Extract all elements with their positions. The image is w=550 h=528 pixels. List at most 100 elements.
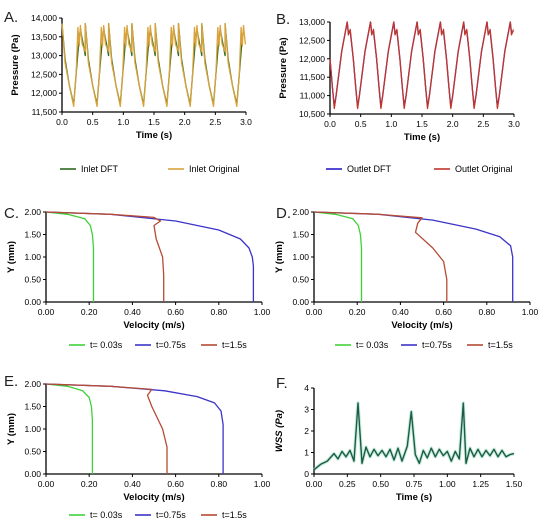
x-tick-label: 0.20 (81, 479, 98, 489)
y-tick-label: 0.50 (292, 275, 309, 285)
y-tick-label: 1.50 (24, 230, 41, 240)
x-tick-label: 0.40 (392, 307, 409, 317)
legend-label: t= 0.03s (90, 340, 123, 350)
y-tick-label: 3 (304, 405, 309, 415)
legend-label: t=0.75s (422, 340, 452, 350)
x-tick-label: 1.00 (254, 479, 271, 489)
y-tick-label: 0.00 (292, 297, 309, 307)
x-tick-label: 3.0 (240, 117, 252, 127)
y-tick-label: 0 (304, 469, 309, 479)
x-tick-label: 1.0 (117, 117, 129, 127)
x-tick-label: 0.60 (435, 307, 452, 317)
x-tick-label: 1.00 (254, 307, 271, 317)
x-tick-label: 0.75 (406, 479, 423, 489)
y-tick-label: 1.00 (24, 424, 41, 434)
panel-e: E. 0.00 0.20 0.40 0.60 0.80 1.00 0.00 0.50 1.00 1.… (4, 373, 271, 520)
x-tick-label: 0.60 (167, 307, 184, 317)
x-tick-label: 0.80 (211, 479, 228, 489)
legend-label: t= 0.03s (356, 340, 389, 350)
legend: t= 0.03s t=0.75s t=1.5s (69, 510, 247, 520)
x-tick-label: 1.00 (522, 307, 539, 317)
x-tick-label: 0.5 (87, 117, 99, 127)
x-tick-label: 2.0 (179, 117, 191, 127)
series-line-outlet-original (329, 21, 515, 110)
legend-label: t=1.5s (222, 340, 247, 350)
x-tick-label: 0.00 (306, 479, 323, 489)
y-tick-label: 13,000 (299, 17, 325, 27)
legend-label: t=0.75s (156, 510, 186, 520)
series-line-t-1-5s (45, 211, 165, 302)
x-tick-label: 1.50 (506, 479, 523, 489)
y-tick-label: 0.50 (24, 447, 41, 457)
y-axis-title: Y (mm) (6, 241, 17, 273)
x-tick-label: 0.80 (479, 307, 496, 317)
x-tick-label: 3.0 (508, 119, 520, 129)
series-line-t-0-03s (45, 211, 95, 302)
x-tick-label: 0.5 (355, 119, 367, 129)
panel-d: D. 0.00 0.20 0.40 0.60 0.80 1.00 0.00 0.50 1.00 1.… (274, 205, 539, 350)
x-tick-label: 1.5 (148, 117, 160, 127)
x-tick-label: 0.00 (306, 307, 323, 317)
y-axis-title: Y (mm) (274, 241, 285, 273)
legend-label: Outlet Original (455, 164, 513, 174)
panel-letter: F. (276, 375, 288, 392)
x-tick-label: 0.0 (324, 119, 336, 129)
panel-f: F. 0.00 0.25 0.50 0.75 1.00 1.25 1.50 0 1 2 3 4 Time … (274, 375, 523, 503)
x-tick-label: 2.5 (209, 117, 221, 127)
series-line-t-0-03s (313, 211, 363, 302)
y-tick-label: 0.00 (24, 469, 41, 479)
y-tick-label: 12,000 (299, 54, 325, 64)
y-tick-label: 2.00 (292, 207, 309, 217)
y-tick-label: 0.00 (24, 297, 41, 307)
y-tick-label: 11,500 (32, 107, 58, 117)
x-tick-label: 0.00 (38, 479, 55, 489)
x-axis-title: Time (s) (396, 492, 432, 503)
y-tick-label: 1 (304, 448, 309, 458)
y-tick-label: 0.50 (24, 275, 41, 285)
panel-letter: E. (4, 373, 18, 390)
panel-b: B. 0.0 0.5 1.0 1.5 2.0 2.5 3.0 10,500 11,000 11,50… (276, 11, 520, 174)
y-tick-label: 1.50 (292, 230, 309, 240)
y-tick-label: 1.50 (24, 402, 41, 412)
y-tick-label: 12,500 (299, 35, 325, 45)
y-tick-label: 2.00 (24, 379, 41, 389)
y-axis-title: Pressure (Pa) (278, 37, 289, 98)
series-line-t-0-75s (45, 211, 255, 302)
panel-a: A. 0.0 0.5 1.0 1.5 2.0 2.5 3.0 11,500 12,000 12,50… (4, 9, 252, 174)
x-tick-label: 0.80 (211, 307, 228, 317)
x-axis-title: Velocity (m/s) (391, 320, 452, 331)
y-tick-label: 14,000 (31, 13, 57, 23)
x-axis-title: Time (s) (404, 132, 440, 143)
x-tick-label: 0.0 (56, 117, 68, 127)
series-line-inlet-original (61, 22, 247, 108)
y-tick-label: 13,500 (31, 32, 57, 42)
x-tick-label: 1.25 (472, 479, 489, 489)
x-tick-label: 0.40 (124, 307, 141, 317)
x-tick-label: 2.0 (447, 119, 459, 129)
y-tick-label: 13,000 (31, 51, 57, 61)
y-tick-label: 12,500 (31, 69, 57, 79)
y-axis-title: Y (mm) (6, 413, 17, 445)
x-tick-label: 0.25 (339, 479, 356, 489)
legend-label: t=1.5s (222, 510, 247, 520)
legend: Inlet DFT Inlet Original (60, 164, 240, 174)
legend-label: Inlet DFT (81, 164, 119, 174)
legend: t= 0.03s t=0.75s t=1.5s (69, 340, 247, 350)
y-tick-label: 1.00 (292, 252, 309, 262)
legend-label: Outlet DFT (347, 164, 392, 174)
x-tick-label: 0.50 (372, 479, 389, 489)
x-axis-title: Velocity (m/s) (123, 492, 184, 503)
x-axis-title: Time (s) (136, 130, 172, 141)
y-tick-label: 1.00 (24, 252, 41, 262)
panel-letter: B. (276, 11, 290, 28)
legend-label: Inlet Original (189, 164, 240, 174)
y-tick-label: 11,000 (300, 91, 326, 101)
x-tick-label: 0.60 (167, 479, 184, 489)
series-line-wss (313, 402, 515, 471)
legend: Outlet DFT Outlet Original (326, 164, 513, 174)
x-axis-title: Velocity (m/s) (123, 320, 184, 331)
legend-label: t=0.75s (156, 340, 186, 350)
x-tick-label: 0.20 (349, 307, 366, 317)
legend-label: t= 0.03s (90, 510, 123, 520)
